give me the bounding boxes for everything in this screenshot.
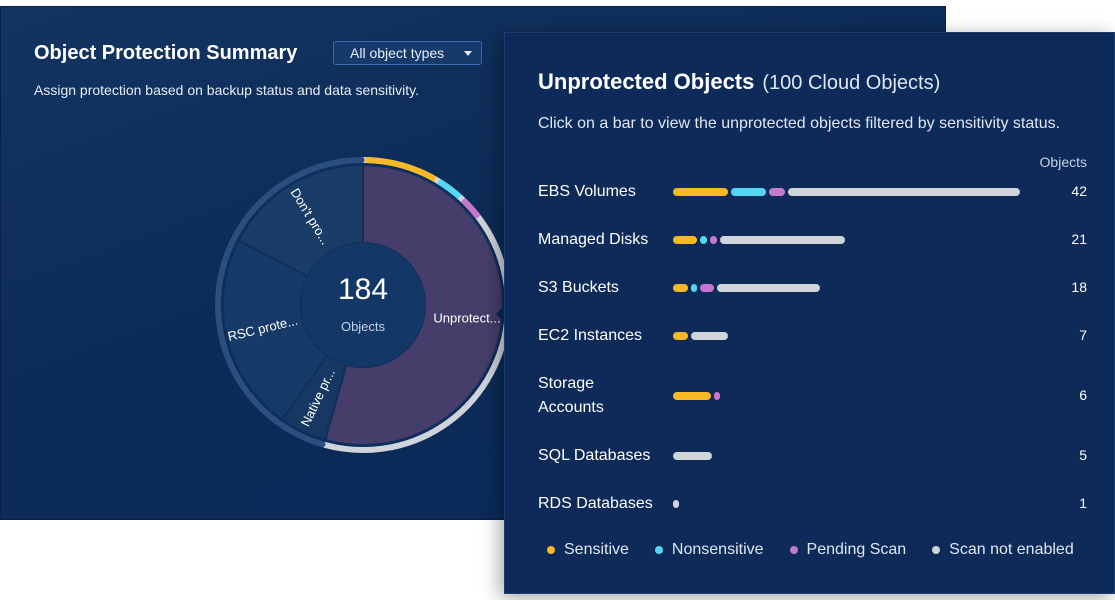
donut-sensitivity-accent <box>437 178 462 200</box>
bar-segment-scan-not-enabled[interactable] <box>788 188 1020 196</box>
row-label: S3 Buckets <box>538 279 619 296</box>
legend-item-sensitive: Sensitive <box>547 541 629 559</box>
row-object-count: 6 <box>1079 387 1087 403</box>
popover-object-count: (100 Cloud Objects) <box>762 72 941 94</box>
bar-segment-pending[interactable] <box>713 392 720 400</box>
legend-dot-icon <box>547 546 555 554</box>
donut-center <box>301 243 425 367</box>
bar-segment-sensitive[interactable] <box>673 332 688 340</box>
bar-segment-pending[interactable] <box>768 188 785 196</box>
object-type-row[interactable]: Managed Disks 21 <box>505 228 1114 252</box>
row-object-count: 18 <box>1071 279 1087 295</box>
row-label: Managed Disks <box>538 231 649 248</box>
filter-value: All object types <box>350 45 445 61</box>
row-label: SQL Databases <box>538 447 651 464</box>
donut-sensitivity-accent <box>460 197 481 220</box>
legend-item-scan-not-enabled: Scan not enabled <box>932 541 1074 559</box>
bar-segment-scan-not-enabled[interactable] <box>673 452 712 460</box>
object-type-row[interactable]: EC2 Instances 7 <box>505 324 1114 348</box>
bar-segment-scan-not-enabled[interactable] <box>717 284 820 292</box>
row-label: RDS Databases <box>538 495 653 512</box>
row-label: EBS Volumes <box>538 183 636 200</box>
legend-label: Sensitive <box>564 541 629 558</box>
donut-slice-label: Unprotect... <box>433 311 500 326</box>
bar-segment-scan-not-enabled[interactable] <box>719 236 845 244</box>
object-type-row[interactable]: EBS Volumes 42 <box>505 180 1114 204</box>
row-object-count: 42 <box>1071 183 1087 199</box>
popover-title: Unprotected Objects <box>538 69 755 94</box>
object-type-row[interactable]: RDS Databases 1 <box>505 492 1114 516</box>
row-object-count: 21 <box>1071 231 1087 247</box>
donut-svg: Unprotect...Native pr...RSC prote...Don'… <box>215 157 511 453</box>
row-object-count: 7 <box>1079 327 1087 343</box>
row-label: Storage Accounts <box>538 375 604 416</box>
protection-donut-chart: Unprotect... Native pr... RSC prote... Don'… <box>191 137 531 477</box>
legend-item-nonsensitive: Nonsensitive <box>654 541 764 559</box>
legend-label: Scan not enabled <box>949 541 1074 558</box>
objects-column-header: Objects <box>1039 154 1087 170</box>
object-type-filter-dropdown[interactable]: All object types <box>333 41 482 65</box>
bar-segment-pending[interactable] <box>709 236 717 244</box>
legend-dot-icon <box>932 546 941 554</box>
bar-segment-nonsensitive[interactable] <box>690 284 697 292</box>
object-type-row[interactable]: SQL Databases 5 <box>505 444 1114 468</box>
summary-subtitle: Assign protection based on backup status… <box>34 82 419 98</box>
object-type-row[interactable]: Storage Accounts 6 <box>505 372 1114 420</box>
unprotected-objects-popover: Unprotected Objects (100 Cloud Objects) C… <box>504 32 1115 594</box>
legend-dot-icon <box>789 546 798 554</box>
bar-segment-scan-not-enabled[interactable] <box>690 332 729 340</box>
donut-total-value: 184 <box>338 273 388 306</box>
legend-label: Nonsensitive <box>671 541 764 558</box>
row-label: EC2 Instances <box>538 327 643 344</box>
bar-segment-sensitive[interactable] <box>673 236 697 244</box>
row-object-count: 5 <box>1079 447 1087 463</box>
popover-instructions: Click on a bar to view the unprotected o… <box>538 115 1061 132</box>
bar-segment-scan-not-enabled[interactable] <box>673 500 679 508</box>
donut-total-label: Objects <box>341 319 386 334</box>
summary-title: Object Protection Summary <box>34 42 298 64</box>
bar-segment-sensitive[interactable] <box>673 188 729 196</box>
donut-sensitivity-accent <box>365 157 437 182</box>
legend-dot-icon <box>654 546 663 554</box>
bar-segment-nonsensitive[interactable] <box>699 236 707 244</box>
legend-item-pending: Pending Scan <box>789 541 907 559</box>
donut-ring-segment <box>215 236 282 426</box>
popover-title-line: Unprotected Objects (100 Cloud Objects) <box>538 69 940 95</box>
bar-segment-sensitive[interactable] <box>673 392 711 400</box>
bar-segment-sensitive[interactable] <box>673 284 688 292</box>
object-type-row[interactable]: S3 Buckets 18 <box>505 276 1114 300</box>
legend-label: Pending Scan <box>806 541 907 558</box>
bar-segment-pending[interactable] <box>699 284 715 292</box>
donut-ring-segment <box>231 157 365 241</box>
row-object-count: 1 <box>1079 495 1087 511</box>
popover-pointer <box>496 304 505 324</box>
caret-down-icon <box>464 51 472 56</box>
sensitivity-legend: Sensitive Nonsensitive Pending Scan Scan no… <box>547 541 1074 559</box>
donut-ring-segment <box>277 421 326 448</box>
bar-segment-nonsensitive[interactable] <box>731 188 766 196</box>
